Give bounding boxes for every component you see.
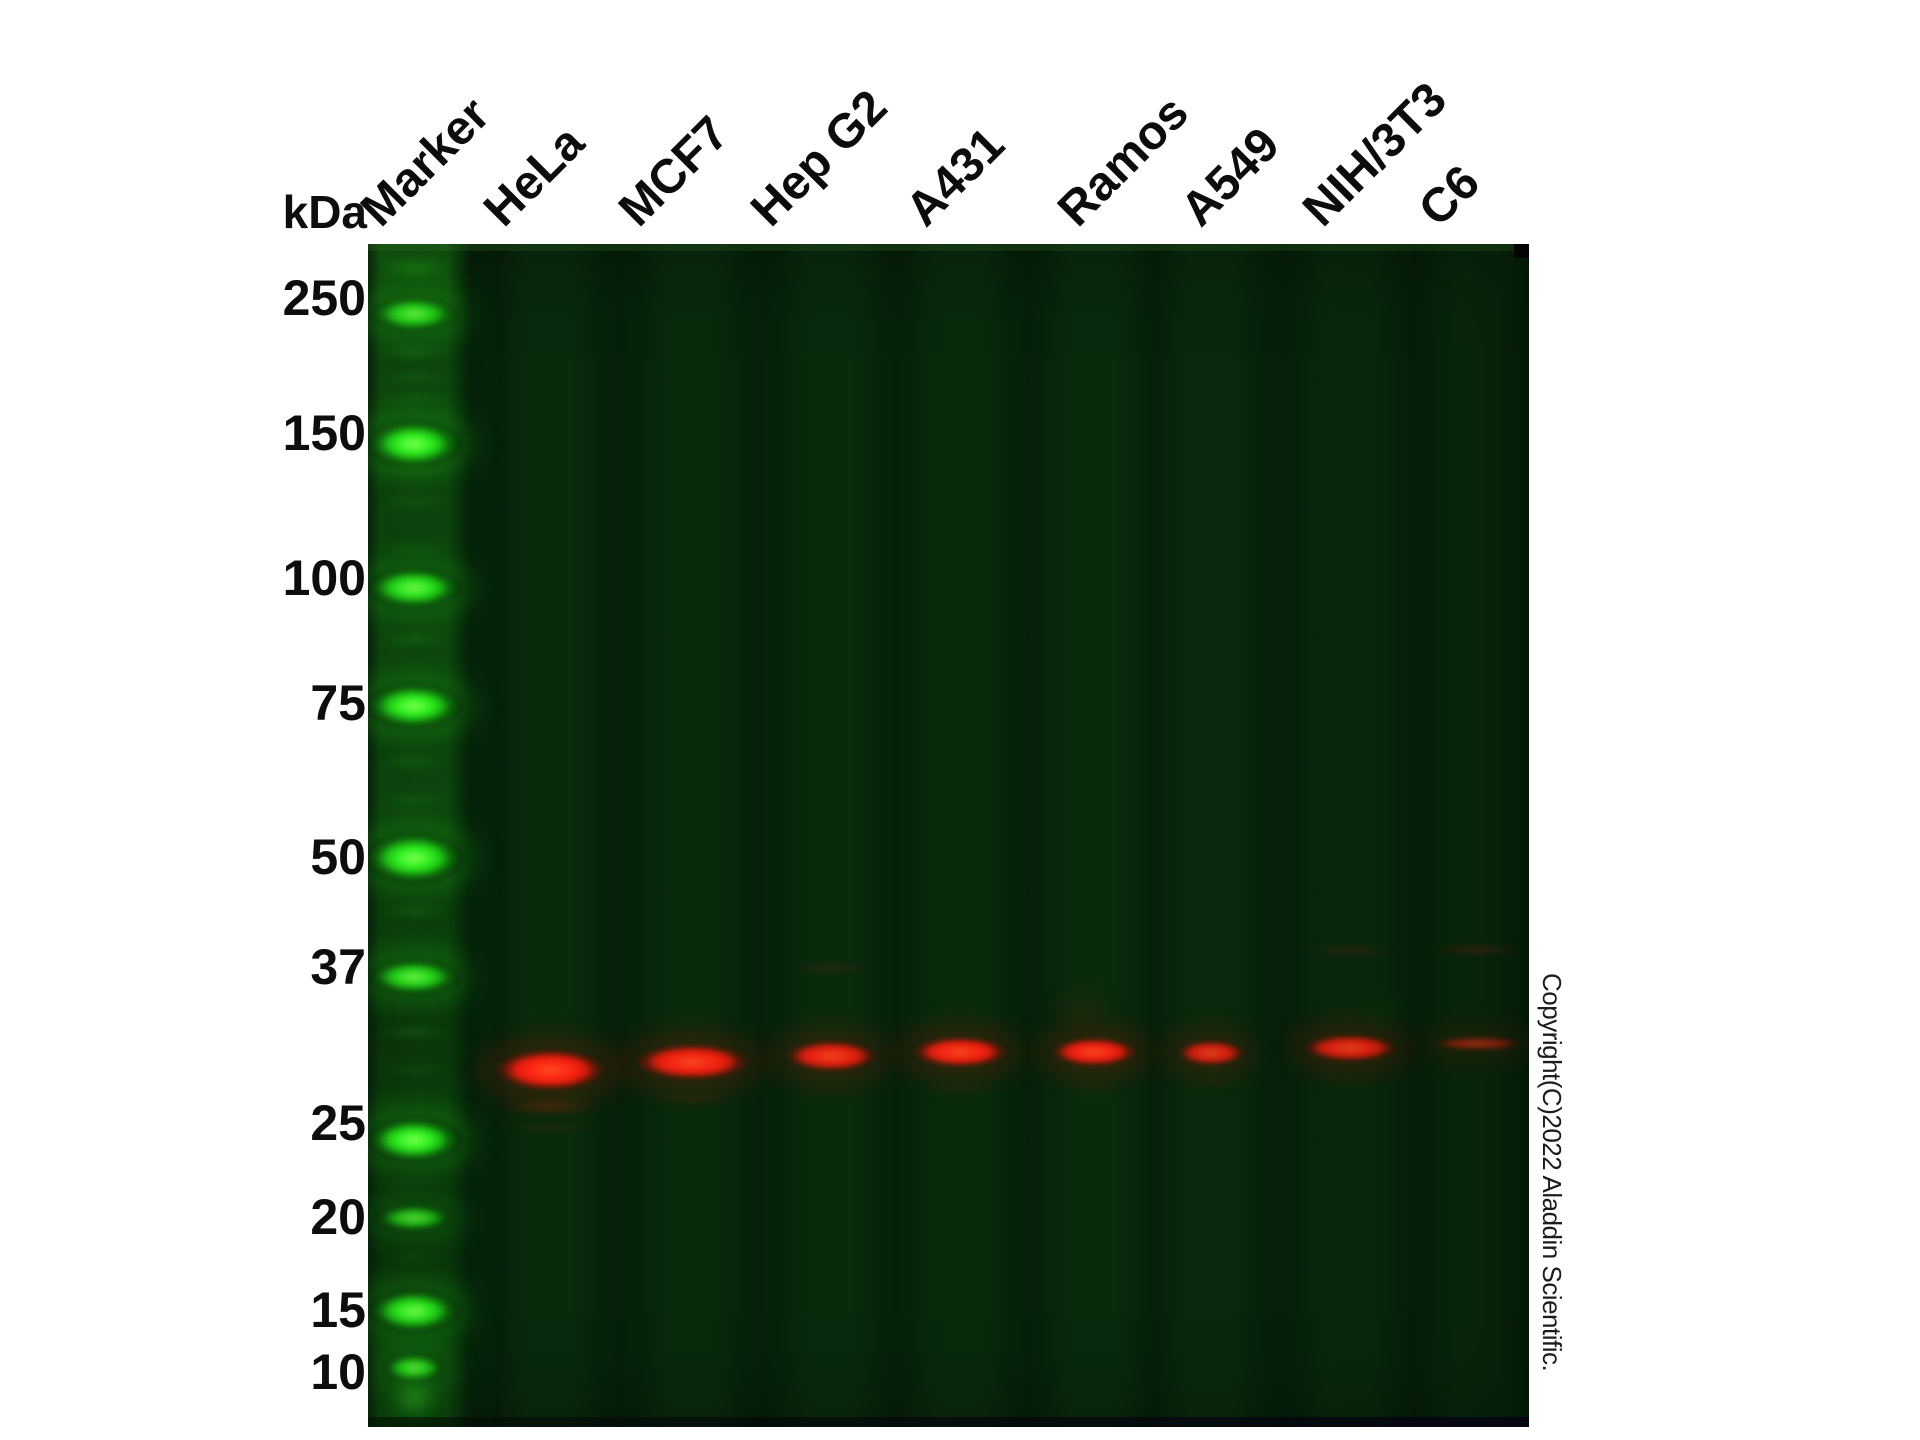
faint-band-hep-g2 bbox=[787, 1085, 875, 1095]
band-ramos bbox=[1047, 1036, 1141, 1068]
faint-band-nih-3t3 bbox=[1308, 1074, 1392, 1082]
marker-minor-band bbox=[372, 1063, 456, 1077]
marker-minor-band bbox=[373, 541, 455, 555]
gel-image bbox=[368, 244, 1529, 1427]
marker-weight-label-100: 100 bbox=[282, 550, 366, 606]
gel-corner-notch bbox=[1514, 244, 1529, 258]
lane-label-mcf7: MCF7 bbox=[609, 106, 739, 237]
faint-band-hela bbox=[494, 1099, 606, 1115]
marker-weight-label-150: 150 bbox=[282, 405, 366, 461]
lane-seam bbox=[1404, 244, 1423, 1427]
lane-seam bbox=[1018, 244, 1036, 1427]
lane-label-ramos: Ramos bbox=[1048, 85, 1199, 237]
marker-band-15 bbox=[368, 1289, 460, 1333]
lane-streak bbox=[908, 244, 1012, 1427]
marker-minor-band bbox=[385, 1370, 443, 1426]
marker-minor-band bbox=[372, 793, 456, 807]
marker-weight-label-75: 75 bbox=[310, 675, 366, 731]
lane-seam bbox=[886, 244, 905, 1427]
marker-weight-label-37: 37 bbox=[310, 939, 366, 995]
marker-band-50 bbox=[368, 832, 464, 884]
lane-label-hep-g2: Hep G2 bbox=[741, 80, 898, 237]
gel-right-shade bbox=[368, 244, 1529, 1427]
lane-seam bbox=[752, 244, 771, 1427]
gel-bottom-edge bbox=[368, 1417, 1529, 1427]
gel-top-highlight bbox=[368, 244, 1529, 251]
band-mcf7 bbox=[630, 1042, 754, 1082]
lane-seam bbox=[491, 244, 509, 1427]
marker-minor-band bbox=[374, 1252, 454, 1264]
marker-minor-band bbox=[371, 255, 457, 281]
lane-streak bbox=[779, 244, 883, 1427]
marker-band-37 bbox=[368, 959, 460, 995]
marker-weight-label-25: 25 bbox=[310, 1095, 366, 1151]
marker-minor-band bbox=[371, 631, 457, 649]
marker-band-250 bbox=[370, 296, 458, 332]
marker-weight-label-10: 10 bbox=[310, 1344, 366, 1400]
band-a431 bbox=[908, 1035, 1012, 1069]
lane-streak bbox=[1159, 244, 1263, 1427]
lane-label-marker: Marker bbox=[351, 87, 500, 237]
red-haze bbox=[1046, 984, 1118, 1032]
marker-minor-band bbox=[372, 343, 456, 361]
lane-seam bbox=[612, 244, 630, 1427]
marker-minor-band bbox=[371, 904, 457, 920]
green-haze bbox=[1359, 985, 1411, 1035]
marker-minor-band bbox=[372, 462, 456, 478]
lane-label-c6: C6 bbox=[1409, 155, 1490, 237]
marker-minor-band bbox=[372, 494, 456, 510]
band-a549 bbox=[1174, 1039, 1248, 1067]
unit-label: kDa bbox=[282, 186, 367, 238]
faint-band-mcf7 bbox=[638, 1093, 746, 1105]
lane-streak bbox=[1042, 244, 1146, 1427]
lane-seam bbox=[1143, 244, 1162, 1427]
band-nih-3t3 bbox=[1299, 1033, 1401, 1063]
lane-seam bbox=[1271, 244, 1290, 1427]
faint-band-a431 bbox=[915, 1082, 1005, 1092]
faint-band-hep-g2 bbox=[789, 963, 873, 973]
lane-label-a431: A431 bbox=[896, 117, 1015, 237]
marker-minor-band bbox=[372, 392, 456, 404]
marker-band-25 bbox=[368, 1117, 462, 1163]
marker-weight-label-50: 50 bbox=[310, 829, 366, 885]
marker-minor-band bbox=[371, 1023, 457, 1041]
marker-band-150 bbox=[368, 420, 462, 468]
band-c6 bbox=[1429, 1035, 1525, 1051]
faint-band-c6 bbox=[1428, 945, 1526, 955]
marker-band-75 bbox=[368, 683, 463, 729]
marker-band-20 bbox=[374, 1204, 454, 1232]
band-hela bbox=[490, 1047, 610, 1093]
marker-minor-band bbox=[372, 371, 456, 385]
band-hep-g2 bbox=[781, 1039, 881, 1073]
lane-streak bbox=[1425, 244, 1529, 1427]
faint-band-a549 bbox=[1178, 1078, 1244, 1086]
marker-band-10 bbox=[382, 1353, 446, 1383]
faint-band-hela bbox=[498, 1122, 602, 1132]
marker-weight-label-15: 15 bbox=[310, 1282, 366, 1338]
faint-band-ramos bbox=[1051, 1079, 1137, 1089]
marker-weight-label-20: 20 bbox=[310, 1189, 366, 1245]
marker-minor-band bbox=[371, 754, 457, 770]
faint-band-nih-3t3 bbox=[1303, 945, 1397, 955]
lane-streak bbox=[640, 244, 744, 1427]
marker-weight-label-250: 250 bbox=[282, 270, 366, 326]
lane-streak bbox=[498, 244, 602, 1427]
copyright-text: Copyright(C)2022 Aladdin Scientific. bbox=[1537, 973, 1567, 1372]
lane-streak bbox=[1298, 244, 1402, 1427]
marker-band-100 bbox=[368, 567, 462, 609]
